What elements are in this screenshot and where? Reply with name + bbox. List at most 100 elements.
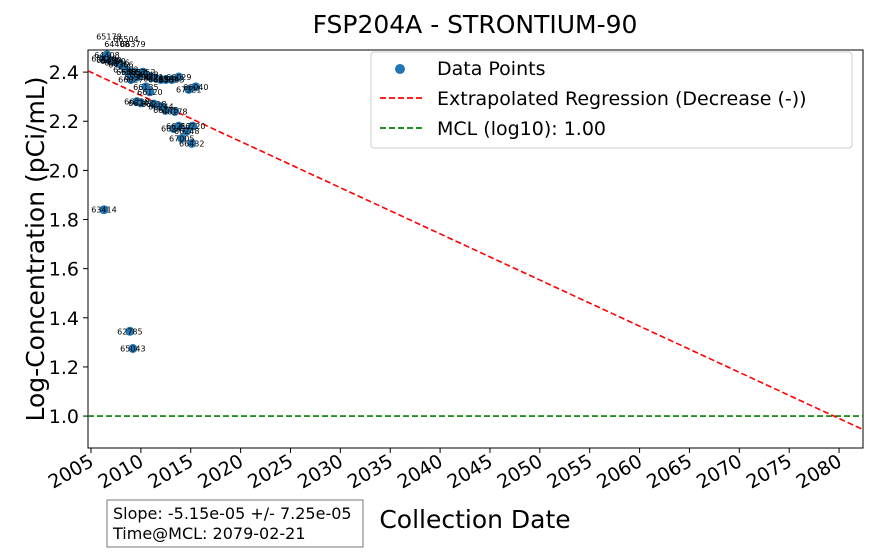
data-point-label: 66175 [153, 106, 178, 115]
legend-box [370, 51, 853, 149]
data-point [161, 105, 171, 115]
data-point-label: 64352 [121, 68, 146, 77]
data-point-label: 66040 [183, 83, 208, 92]
regression-line [87, 70, 864, 431]
data-point-label: 66038 [148, 75, 173, 84]
data-point [125, 326, 135, 336]
data-point-label: 65490 [96, 56, 121, 65]
x-tick-label: 2045 [444, 450, 497, 493]
data-point [128, 344, 138, 353]
data-point-label: 66212 [166, 122, 191, 131]
legend-entry-mcl: MCL (log10): 1.00 [437, 118, 606, 140]
data-points-group [99, 50, 201, 353]
data-point-label: 66432 [179, 139, 204, 148]
legend-entry-data-points: Data Points [437, 58, 545, 80]
x-tick-label: 2035 [344, 450, 397, 493]
y-tick-label: 2.0 [49, 160, 79, 182]
data-point-label: 66504 [113, 35, 138, 44]
x-tick-label: 2040 [394, 450, 447, 493]
data-point-label: 62785 [117, 327, 142, 336]
x-tick-label: 2020 [194, 450, 247, 493]
data-point [145, 87, 155, 97]
legend: Data Points Extrapolated Regression (Dec… [370, 51, 853, 149]
y-tick-label: 1.6 [49, 259, 79, 281]
data-point-label: 65043 [120, 345, 145, 354]
slope-annotation: Slope: -5.15e-05 +/- 7.25e-05 Time@MCL: … [106, 499, 364, 548]
legend-marker-data-points [395, 64, 405, 74]
data-point-label: 66027 [118, 75, 143, 84]
x-tick-label: 2065 [643, 450, 696, 493]
data-point-label: 65361 [153, 75, 178, 84]
data-point [149, 99, 159, 109]
data-point-label: 66241 [161, 125, 186, 134]
data-point-label: 64366 [108, 61, 133, 70]
y-axis-ticks: 1.0 1.2 1.4 1.6 1.8 2.0 2.2 2.4 [49, 62, 88, 428]
data-point-label: 66244 [148, 103, 173, 112]
data-point [170, 106, 180, 116]
x-tick-label: 2025 [244, 450, 297, 493]
data-point-label: 67005 [169, 134, 194, 143]
y-tick-label: 1.8 [49, 210, 79, 232]
data-point-label: 65352 [130, 68, 155, 77]
y-tick-label: 1.4 [49, 308, 79, 330]
data-point [169, 124, 179, 134]
data-point-label: 66220 [180, 122, 205, 131]
data-point-label: 66135 [133, 83, 158, 92]
data-point-label: 65371 [138, 73, 163, 82]
data-point-label: 66178 [162, 107, 187, 116]
x-tick-label: 2060 [593, 450, 646, 493]
data-point [167, 74, 177, 84]
x-tick-label: 2055 [543, 450, 596, 493]
y-tick-label: 1.0 [49, 406, 79, 428]
data-point-label: 67321 [176, 85, 201, 94]
data-point-label: 66248 [174, 127, 199, 136]
x-tick-label: 2005 [45, 450, 98, 493]
data-point-label: 65369 [143, 74, 168, 83]
chart-title: FSP204A - STRONTIUM-90 [313, 10, 638, 39]
annotation-slope: Slope: -5.15e-05 +/- 7.25e-05 [113, 504, 352, 523]
data-point [188, 121, 198, 131]
y-tick-label: 1.2 [49, 357, 79, 379]
data-point [184, 84, 194, 94]
data-point-label: 65314 [124, 73, 149, 82]
data-point-label: 66243 [128, 99, 153, 108]
legend-entry-regression: Extrapolated Regression (Decrease (-)) [437, 88, 807, 110]
data-point-label: 65343 [159, 75, 184, 84]
y-tick-label: 2.4 [49, 62, 79, 84]
data-point-label: 66029 [166, 73, 191, 82]
data-point [187, 138, 197, 148]
data-point-label: 64348 [133, 71, 158, 80]
x-tick-label: 2075 [743, 450, 796, 493]
x-tick-label: 2070 [693, 450, 746, 493]
plot-area: 6543064408654906439065416643666538265301… [87, 32, 864, 449]
plot-frame [87, 49, 864, 449]
data-point-label: 66120 [137, 88, 162, 97]
data-point-label: 64408 [94, 51, 119, 60]
x-axis-label: Collection Date [379, 505, 570, 534]
data-point [174, 72, 184, 82]
point-labels-group: 6543064408654906439065416643666538265301… [91, 32, 208, 353]
data-point-label: 65178 [96, 32, 121, 41]
data-point-label: 65382 [113, 66, 138, 75]
x-tick-label: 2080 [793, 450, 846, 493]
x-tick-label: 2015 [144, 450, 197, 493]
data-point [99, 205, 109, 215]
data-point-label: 64408 [104, 40, 129, 49]
data-point-label: 65430 [91, 55, 116, 64]
data-point [126, 74, 136, 84]
data-point-label: 64390 [100, 57, 125, 66]
x-axis-ticks: 2005201020152020202520302035204020452050… [45, 448, 846, 494]
annotation-box [106, 499, 364, 548]
x-tick-label: 2050 [493, 450, 546, 493]
data-point [177, 133, 187, 143]
regression-line-group [87, 70, 864, 431]
data-point [182, 126, 192, 136]
x-tick-label: 2010 [94, 450, 147, 493]
data-point [136, 98, 146, 108]
data-point-label: 66218 [124, 98, 149, 107]
data-point-label: 65416 [104, 58, 129, 67]
y-axis-label: Log-Concentration (pCi/mL) [21, 77, 50, 422]
data-point-label: 63414 [91, 206, 116, 215]
y-tick-label: 2.2 [49, 111, 79, 133]
